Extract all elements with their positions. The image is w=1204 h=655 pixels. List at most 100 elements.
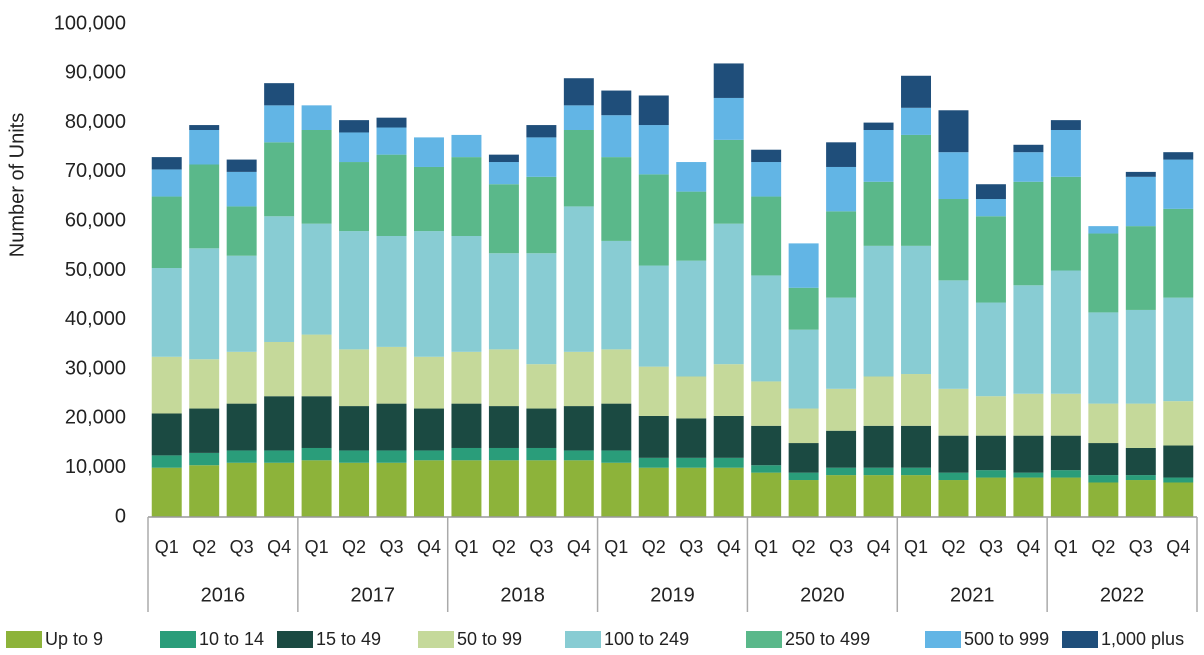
bar-segment bbox=[226, 450, 257, 463]
bar-segment bbox=[713, 467, 744, 517]
bar-segment bbox=[376, 127, 407, 155]
bar-segment bbox=[713, 97, 744, 140]
bar-segment bbox=[226, 462, 257, 517]
bar-segment bbox=[676, 191, 707, 261]
bar-segment bbox=[1013, 285, 1044, 394]
bar-segment bbox=[451, 351, 482, 404]
bar-segment bbox=[264, 105, 295, 143]
bar-segment bbox=[488, 349, 519, 407]
bar-segment bbox=[526, 125, 557, 138]
y-tick-label: 80,000 bbox=[65, 111, 126, 133]
bar-segment bbox=[1013, 472, 1044, 478]
bar-segment bbox=[601, 240, 632, 350]
bar-segment bbox=[226, 255, 257, 352]
y-tick-label: 0 bbox=[115, 505, 126, 527]
legend-label: 1,000 plus bbox=[1101, 629, 1184, 649]
bar-segment bbox=[638, 125, 669, 175]
bar-segment bbox=[301, 447, 332, 461]
y-axis-title: Number of Units bbox=[6, 113, 28, 258]
bar-segment bbox=[339, 231, 370, 350]
y-tick-label: 100,000 bbox=[54, 12, 126, 34]
bar-segment bbox=[901, 75, 932, 108]
bar-segment bbox=[638, 95, 669, 126]
bar-segment bbox=[638, 457, 669, 468]
bar-segment bbox=[451, 134, 482, 158]
x-tick-label: Q4 bbox=[867, 537, 891, 557]
x-tick-label: Q4 bbox=[567, 537, 591, 557]
bar-segment bbox=[975, 470, 1006, 478]
legend-label: 250 to 499 bbox=[785, 629, 870, 649]
bar-segment bbox=[488, 447, 519, 461]
bar-segment bbox=[339, 406, 370, 451]
bar-segment bbox=[339, 349, 370, 407]
bar-segment bbox=[713, 364, 744, 416]
bar-segment bbox=[526, 460, 557, 517]
bar-segment bbox=[751, 381, 782, 426]
y-tick-label: 90,000 bbox=[65, 62, 126, 84]
bar-segment bbox=[975, 302, 1006, 397]
bar-segment bbox=[1088, 475, 1119, 483]
bar-segment bbox=[151, 413, 182, 456]
bar-segment bbox=[151, 455, 182, 468]
bar-segment bbox=[226, 206, 257, 256]
bar-segment bbox=[975, 477, 1006, 517]
bar-segment bbox=[638, 366, 669, 416]
legend-swatch bbox=[277, 631, 313, 648]
bar-segment bbox=[563, 450, 594, 461]
bar-segment bbox=[1125, 480, 1156, 517]
bar-segment bbox=[526, 408, 557, 448]
bar-segment bbox=[1088, 233, 1119, 313]
bar-segment bbox=[264, 142, 295, 217]
x-tick-label: Q1 bbox=[305, 537, 329, 557]
bar-segment bbox=[151, 169, 182, 197]
bar-segment bbox=[563, 460, 594, 517]
bar-segment bbox=[676, 260, 707, 377]
y-tick-label: 20,000 bbox=[65, 407, 126, 429]
bar-segment bbox=[826, 142, 857, 167]
bar-segment bbox=[938, 199, 969, 281]
bar-segment bbox=[938, 388, 969, 436]
bar-segment bbox=[526, 447, 557, 461]
bar-segment bbox=[376, 154, 407, 236]
bar-segment bbox=[376, 117, 407, 128]
bar-segment bbox=[826, 211, 857, 298]
bar-segment bbox=[676, 162, 707, 192]
bar-segment bbox=[826, 297, 857, 389]
bar-segment bbox=[451, 403, 482, 448]
bar-segment bbox=[376, 403, 407, 451]
bar-segment bbox=[151, 196, 182, 269]
bar-segment bbox=[526, 137, 557, 177]
x-tick-label: Q4 bbox=[717, 537, 741, 557]
legend-swatch bbox=[1062, 631, 1098, 648]
bar-segment bbox=[151, 467, 182, 517]
bar-segment bbox=[751, 275, 782, 382]
x-tick-label: Q2 bbox=[342, 537, 366, 557]
bar-segment bbox=[676, 418, 707, 458]
x-group-label: 2017 bbox=[351, 584, 396, 606]
bar-segment bbox=[1013, 435, 1044, 473]
bar-segment bbox=[788, 243, 819, 288]
bar-segment bbox=[189, 452, 220, 466]
bar-segment bbox=[488, 154, 519, 163]
legend-swatch bbox=[565, 631, 601, 648]
bar-segment bbox=[788, 443, 819, 473]
bar-segment bbox=[1163, 482, 1194, 517]
y-tick-label: 50,000 bbox=[65, 259, 126, 281]
legend-label: 100 to 249 bbox=[604, 629, 689, 649]
bar-segment bbox=[264, 83, 295, 106]
bar-segment bbox=[901, 107, 932, 135]
bar-segment bbox=[751, 162, 782, 197]
bar-segment bbox=[413, 137, 444, 167]
bar-segment bbox=[189, 465, 220, 517]
bar-segment bbox=[264, 396, 295, 451]
bar-segment bbox=[601, 462, 632, 517]
bar-segment bbox=[863, 245, 894, 377]
bar-segment bbox=[788, 329, 819, 409]
bar-segment bbox=[1013, 477, 1044, 517]
x-tick-label: Q3 bbox=[529, 537, 553, 557]
bar-segment bbox=[264, 341, 295, 397]
bar-segment bbox=[189, 408, 220, 453]
y-tick-label: 60,000 bbox=[65, 209, 126, 231]
bar-segment bbox=[601, 403, 632, 451]
bar-segment bbox=[676, 467, 707, 517]
